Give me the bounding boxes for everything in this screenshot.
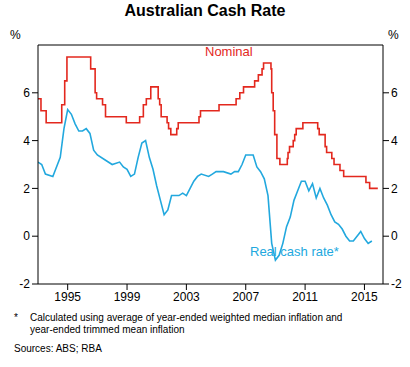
svg-text:0: 0: [23, 229, 30, 243]
html-text:Calculated using average of ye: Calculated using average of year-ended w…: [30, 312, 343, 335]
svg-text:1995: 1995: [54, 290, 81, 304]
html-text:Real cash rate*: Real cash rate*: [250, 244, 339, 259]
svg-text:2: 2: [391, 182, 398, 196]
svg-text:6: 6: [23, 86, 30, 100]
svg-text:4: 4: [391, 134, 398, 148]
html-text:Nominal: Nominal: [205, 44, 253, 59]
html-text:Sources: ABS; RBA: Sources: ABS; RBA: [14, 343, 102, 354]
html-text:Australian Cash Rate: Australian Cash Rate: [124, 2, 286, 19]
svg-text:-2: -2: [391, 277, 402, 291]
svg-text:2007: 2007: [232, 290, 259, 304]
svg-text:-2: -2: [19, 277, 30, 291]
svg-text:6: 6: [391, 86, 398, 100]
svg-text:1999: 1999: [114, 290, 141, 304]
svg-text:0: 0: [391, 229, 398, 243]
svg-text:2003: 2003: [173, 290, 200, 304]
svg-text:4: 4: [23, 134, 30, 148]
svg-text:2011: 2011: [292, 290, 318, 304]
svg-text:2: 2: [23, 182, 30, 196]
svg-text:2015: 2015: [351, 290, 378, 304]
